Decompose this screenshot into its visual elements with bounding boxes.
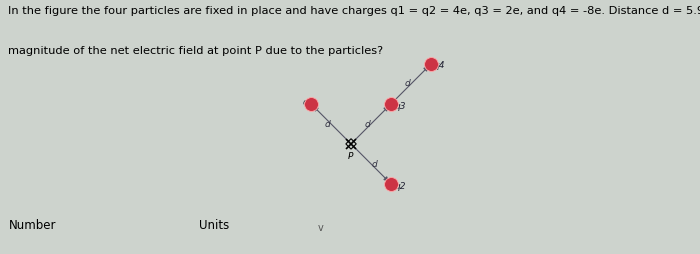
Text: q3: q3 [394, 102, 405, 111]
Point [305, 103, 316, 107]
Text: magnitude of the net electric field at point P due to the particles?: magnitude of the net electric field at p… [8, 46, 384, 56]
Text: P: P [348, 151, 353, 161]
Point [386, 103, 397, 107]
Text: d: d [405, 78, 411, 87]
Text: q1: q1 [302, 98, 314, 107]
Text: In the figure the four particles are fixed in place and have charges q1 = q2 = 4: In the figure the four particles are fix… [8, 6, 700, 16]
Text: v: v [318, 222, 323, 232]
Point [426, 63, 437, 67]
Text: d: d [325, 119, 331, 128]
Text: Units: Units [199, 218, 230, 231]
Text: q2: q2 [394, 182, 405, 190]
Point [386, 182, 397, 186]
Text: Number: Number [8, 218, 56, 231]
Text: q4: q4 [434, 61, 446, 70]
Text: d: d [371, 159, 377, 168]
Text: d: d [365, 119, 371, 128]
